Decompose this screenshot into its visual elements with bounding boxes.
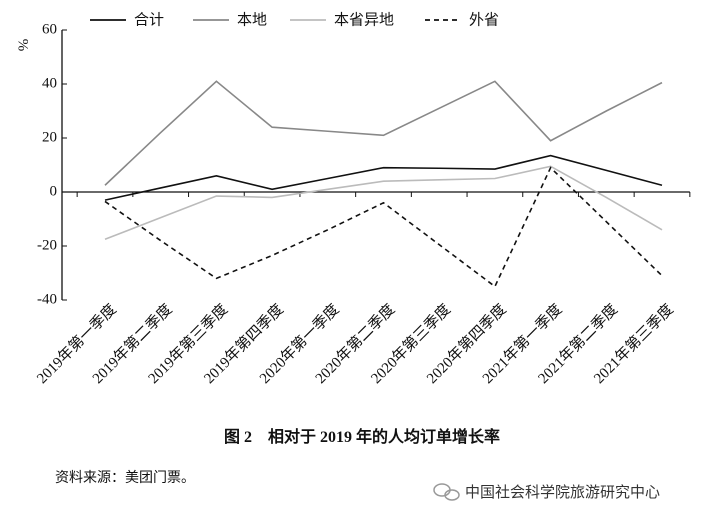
y-tick-label: -40: [37, 291, 57, 307]
watermark-icon: [433, 483, 460, 501]
line-series: [104, 166, 663, 288]
caption: 图 2 相对于 2019 年的人均订单增长率: [224, 427, 500, 446]
y-tick-label: 60: [42, 21, 57, 37]
line-series: [104, 165, 663, 240]
source: 资料来源：美团门票。: [55, 470, 195, 486]
y-tick-label: 20: [42, 129, 57, 145]
y-tick-label: 0: [50, 183, 58, 199]
y-tick-label: 40: [42, 75, 57, 91]
legend-label: 本地: [237, 11, 267, 28]
line-series: [104, 154, 663, 201]
legend-label: 本省异地: [334, 11, 394, 28]
y-axis-label: %: [15, 39, 31, 52]
watermark: 中国社会科学院旅游研究中心: [465, 483, 660, 501]
y-tick-label: -20: [37, 237, 57, 253]
legend-label: 外省: [469, 11, 499, 28]
legend-label: 合计: [134, 11, 164, 28]
line-series: [104, 80, 663, 186]
